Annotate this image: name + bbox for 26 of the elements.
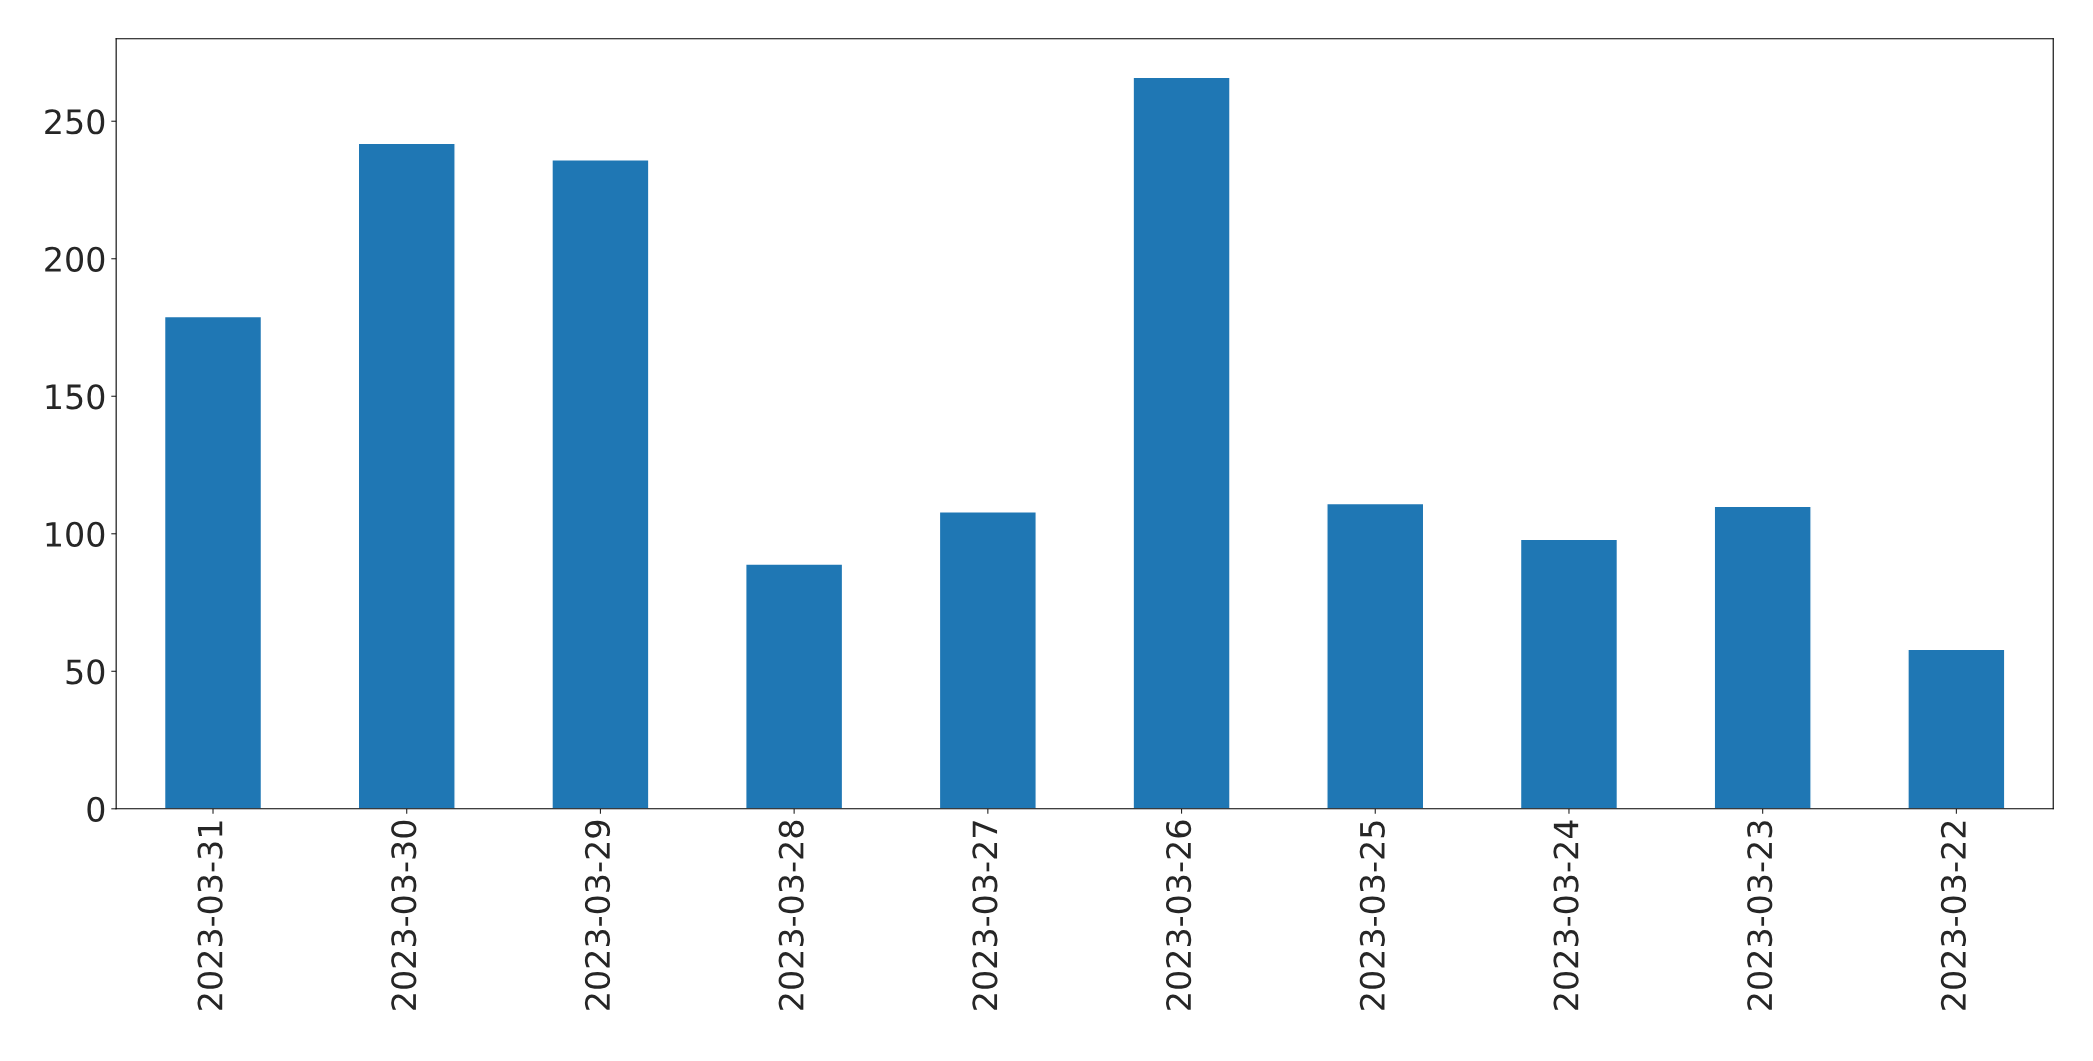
bar	[1132, 76, 1231, 809]
y-tick-label: 0	[87, 796, 105, 822]
x-tick-label: 2023-03-25	[1359, 821, 1385, 1010]
y-tick-label: 150	[46, 384, 105, 410]
bar	[163, 315, 263, 809]
x-tick-label: 2023-03-22	[1940, 821, 1967, 1010]
bar	[938, 511, 1037, 809]
x-tick-label: 2023-03-24	[1553, 820, 1579, 1010]
x-tick-label: 2023-03-28	[778, 820, 804, 1010]
bar	[745, 563, 844, 809]
x-tick-label: 2023-03-31	[197, 821, 223, 1010]
y-tick-label: 50	[66, 659, 105, 685]
y-tick-label: 100	[46, 521, 105, 547]
x-tick-label: 2023-03-29	[584, 820, 611, 1010]
bar	[1907, 648, 2006, 809]
y-tick-label: 200	[45, 246, 105, 272]
x-tick-label: 2023-03-27	[972, 821, 998, 1010]
x-tick-label: 2023-03-23	[1747, 821, 1773, 1010]
bar	[1326, 502, 1425, 809]
y-tick-label: 250	[45, 109, 105, 135]
bar	[1519, 538, 1619, 809]
bar	[551, 159, 650, 809]
bar	[357, 142, 456, 809]
x-tick-label: 2023-03-26	[1166, 820, 1192, 1010]
bar	[1713, 505, 1812, 809]
x-tick-label: 2023-03-30	[391, 820, 417, 1010]
